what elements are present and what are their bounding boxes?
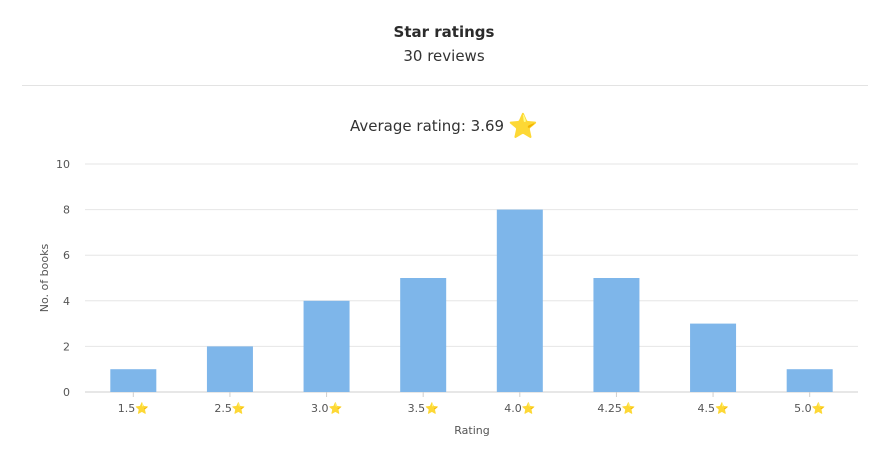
x-tick-label: 2.5⭐ (214, 402, 245, 415)
chart-grid (85, 163, 858, 393)
bar[interactable] (593, 278, 640, 392)
x-axis-ticks: 1.5⭐ 2.5⭐ 3.0⭐ 3.5⭐ 4.0⭐ 4.25⭐ 4.5⭐ 5.0⭐ (118, 392, 826, 415)
bar[interactable] (786, 369, 833, 392)
bar[interactable] (690, 323, 737, 392)
chart-title: Star ratings (393, 23, 495, 41)
bar[interactable] (303, 300, 350, 392)
bar[interactable] (400, 278, 447, 392)
y-tick-label: 0 (63, 386, 70, 399)
y-tick-label: 2 (63, 340, 70, 353)
y-tick-label: 4 (63, 295, 70, 308)
chart-header: Star ratings 30 reviews (0, 20, 888, 68)
y-axis-ticks: 0 2 4 6 8 10 (56, 158, 70, 399)
bar[interactable] (110, 369, 157, 392)
x-tick-label: 1.5⭐ (118, 402, 149, 415)
x-axis-label: Rating (454, 424, 489, 437)
x-tick-label: 3.5⭐ (408, 402, 439, 415)
x-tick-label: 4.0⭐ (504, 402, 535, 415)
star-icon: ⭐ (508, 112, 538, 140)
x-tick-label: 3.0⭐ (311, 402, 342, 415)
y-tick-label: 6 (63, 249, 70, 262)
x-tick-label: 5.0⭐ (794, 402, 825, 415)
chart-bars (110, 209, 833, 392)
y-axis-label: No. of books (38, 244, 51, 313)
y-tick-label: 8 (63, 204, 70, 217)
bar[interactable] (206, 346, 253, 392)
review-count: 30 reviews (403, 47, 485, 65)
header-divider (22, 85, 868, 86)
average-rating-label: Average rating: 3.69 (350, 117, 505, 135)
bar[interactable] (496, 209, 543, 392)
x-tick-label: 4.5⭐ (697, 402, 728, 415)
y-tick-label: 10 (56, 158, 70, 171)
average-rating: Average rating: 3.69 ⭐ (0, 112, 888, 140)
x-tick-label: 4.25⭐ (597, 402, 635, 415)
